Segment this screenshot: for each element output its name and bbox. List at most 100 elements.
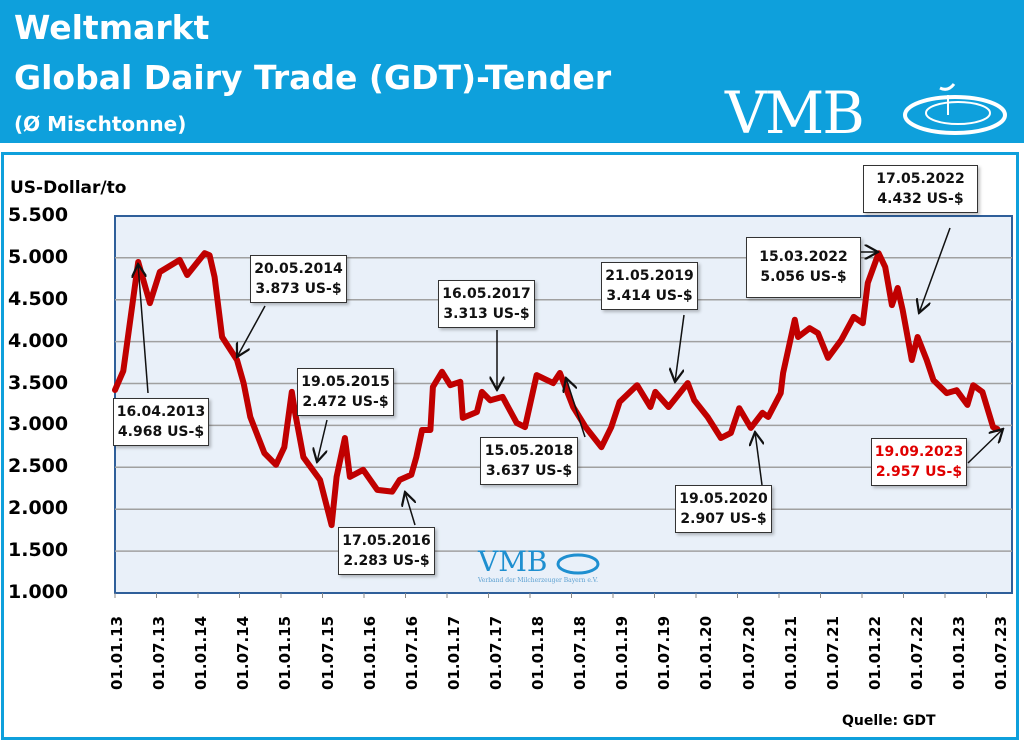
logo-swirl-icon (903, 83, 1007, 135)
y-tick-label: 1.500 (8, 539, 69, 562)
watermark-swirl-icon (556, 553, 600, 575)
data-point (186, 274, 188, 276)
data-point (302, 456, 304, 458)
annotation-date: 21.05.2019 (605, 268, 694, 284)
annotation-date: 15.03.2022 (759, 249, 848, 265)
y-tick-label: 3.500 (8, 371, 69, 394)
data-point (840, 339, 842, 341)
data-point (319, 479, 321, 481)
data-point (884, 266, 886, 268)
data-point (149, 302, 151, 304)
annotation-value: 2.957 US-$ (875, 464, 963, 480)
y-tick-label: 2.000 (8, 497, 69, 520)
data-point (336, 476, 338, 478)
annotation-date: 20.05.2014 (254, 261, 343, 277)
chart-frame (1, 152, 1019, 740)
data-point (693, 399, 695, 401)
annotation-date: 19.09.2023 (874, 444, 964, 460)
annotation-arrow (138, 264, 149, 394)
data-point (516, 422, 518, 424)
annotation-date: 19.05.2020 (679, 491, 768, 507)
data-point (209, 254, 211, 256)
data-point (761, 412, 763, 414)
data-point (738, 407, 740, 409)
data-point (214, 276, 216, 278)
data-point (114, 389, 116, 391)
data-point (449, 384, 451, 386)
annotation-value: 2.907 US-$ (680, 511, 767, 527)
data-point (432, 386, 434, 388)
data-point (249, 416, 251, 418)
data-point (410, 474, 412, 476)
annotation-box: 15.05.2018 3.637 US-$ (480, 437, 578, 485)
data-point (853, 316, 855, 318)
subtitle: (Ø Mischtonne) (14, 112, 187, 136)
data-point (649, 406, 651, 408)
data-point (349, 476, 351, 478)
annotation-date: 16.04.2013 (116, 404, 206, 420)
data-point (441, 371, 443, 373)
data-point (585, 426, 587, 428)
data-point (391, 491, 393, 493)
data-point (459, 381, 461, 383)
annotation-date: 16.05.2017 (442, 286, 531, 302)
source-label: Quelle: GDT (842, 713, 936, 729)
annotation-box: 15.03.2022 5.056 US-$ (746, 237, 861, 298)
data-point (524, 426, 526, 428)
data-point (902, 309, 904, 311)
data-point (926, 359, 928, 361)
annotation-date: 19.05.2015 (301, 374, 390, 390)
data-point (462, 417, 464, 419)
data-point (809, 327, 811, 329)
data-point (867, 282, 869, 284)
y-tick-label: 5.500 (8, 203, 69, 226)
data-point (429, 429, 431, 431)
y-tick-label: 5.000 (8, 245, 69, 268)
annotation-box: 17.05.2016 2.283 US-$ (338, 527, 435, 575)
data-point (767, 416, 769, 418)
data-point (654, 391, 656, 393)
annotation-value: 4.432 US-$ (877, 191, 964, 207)
data-point (917, 336, 919, 338)
data-point (559, 372, 561, 374)
data-point (720, 437, 722, 439)
data-point (552, 382, 554, 384)
logo-text: VMB (725, 79, 865, 147)
annotation-arrow (237, 305, 266, 357)
y-tick-label: 3.000 (8, 413, 69, 436)
y-tick-label: 2.500 (8, 455, 69, 478)
annotation-box: 16.05.2017 3.313 US-$ (438, 280, 535, 328)
data-point (897, 287, 899, 289)
data-point (911, 359, 913, 361)
data-point (331, 524, 333, 526)
data-point (794, 319, 796, 321)
annotation-date: 17.05.2022 (876, 171, 965, 187)
data-point (972, 384, 974, 386)
annotation-box: 17.05.2022 4.432 US-$ (863, 165, 978, 213)
annotation-value: 4.968 US-$ (117, 424, 205, 440)
data-point (415, 456, 417, 458)
title-line-2: Global Dairy Trade (GDT)-Tender (14, 58, 612, 97)
annotation-box: 19.09.2023 2.957 US-$ (871, 438, 967, 486)
data-point (730, 432, 732, 434)
annotation-arrow (675, 314, 685, 382)
vmb-logo: VMB (725, 78, 1015, 148)
data-point (179, 259, 181, 261)
annotation-arrow (919, 227, 951, 313)
title-line-1: Weltmarkt (14, 8, 210, 47)
data-point (236, 359, 238, 361)
data-point (797, 336, 799, 338)
data-point (421, 429, 423, 431)
data-point (243, 382, 245, 384)
data-point (137, 261, 139, 263)
watermark-text: VMB (478, 545, 548, 578)
data-point (932, 379, 934, 381)
data-point (636, 384, 638, 386)
data-point (782, 372, 784, 374)
data-point (780, 392, 782, 394)
annotation-arrow (405, 492, 415, 526)
data-point (600, 446, 602, 448)
data-point (966, 404, 968, 406)
data-point (489, 399, 491, 401)
data-point (750, 427, 752, 429)
